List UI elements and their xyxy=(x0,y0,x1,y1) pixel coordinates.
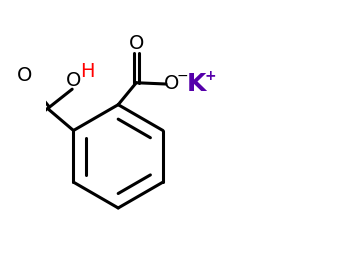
Text: O: O xyxy=(164,74,179,93)
Text: O: O xyxy=(128,34,144,53)
Text: O: O xyxy=(17,66,32,85)
Text: +: + xyxy=(204,69,216,83)
Text: O: O xyxy=(66,71,81,90)
Text: K: K xyxy=(187,72,206,96)
Text: H: H xyxy=(80,62,94,81)
Text: −: − xyxy=(177,69,189,83)
